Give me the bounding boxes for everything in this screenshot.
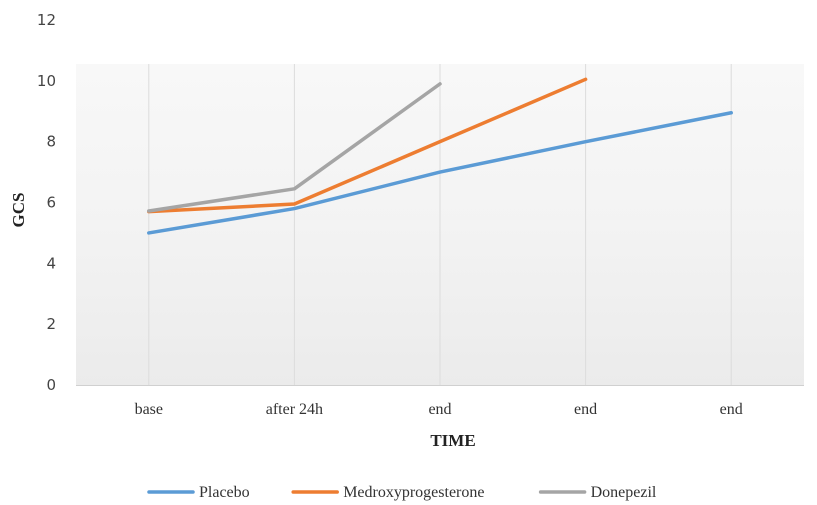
x-axis-ticks: base after 24h end end end xyxy=(135,401,743,418)
legend-label: Medroxyprogesterone xyxy=(343,484,484,501)
y-axis-title: GCS xyxy=(9,193,28,228)
series-line-donepezil xyxy=(147,82,442,213)
y-tick-label: 12 xyxy=(37,11,56,29)
series-lines xyxy=(147,77,733,235)
y-tick-label: 10 xyxy=(37,72,56,90)
x-tick-label: end xyxy=(428,401,451,418)
grid-lines xyxy=(148,64,732,385)
x-axis-title: TIME xyxy=(430,431,475,450)
x-tick-label: end xyxy=(720,401,743,418)
x-tick-label: end xyxy=(574,401,597,418)
legend: Placebo Medroxyprogesterone Donepezil xyxy=(147,484,657,501)
series-line-medroxyprogesterone xyxy=(147,77,588,214)
y-tick-label: 0 xyxy=(46,376,56,394)
x-tick-label: base xyxy=(135,401,163,418)
y-tick-label: 4 xyxy=(46,254,56,272)
y-axis-ticks: 0 2 4 6 8 10 12 xyxy=(37,11,56,394)
series-line-placebo xyxy=(147,111,733,235)
y-tick-label: 2 xyxy=(46,315,56,333)
y-tick-label: 8 xyxy=(46,133,56,151)
y-tick-label: 6 xyxy=(46,194,56,212)
x-tick-label: after 24h xyxy=(266,401,323,418)
legend-label: Placebo xyxy=(199,484,250,501)
legend-label: Donepezil xyxy=(591,484,657,501)
